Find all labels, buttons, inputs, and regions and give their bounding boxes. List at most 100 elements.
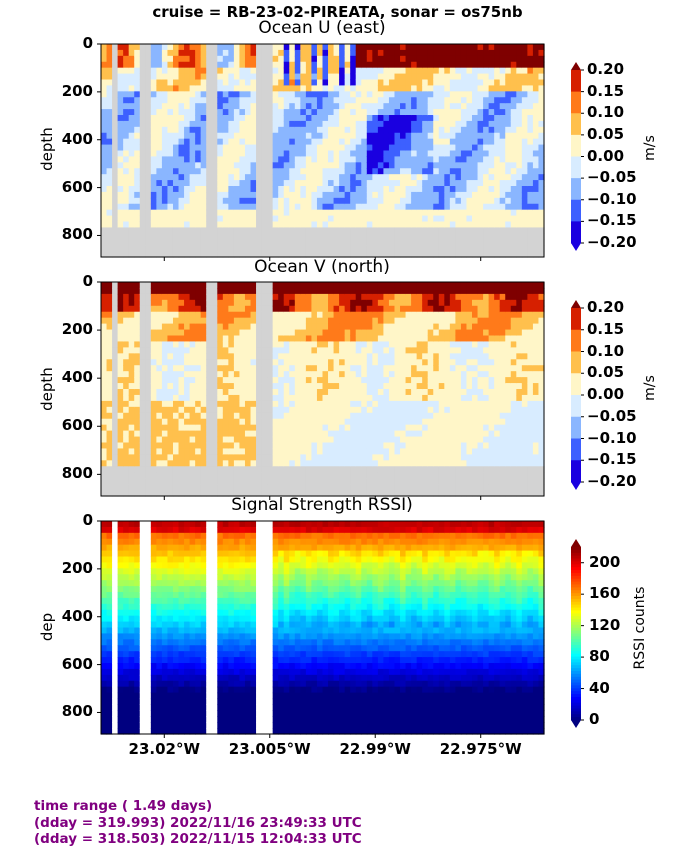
heatmap-cell xyxy=(377,55,385,63)
heatmap-cell xyxy=(244,209,252,217)
heatmap-cell xyxy=(267,67,274,75)
heatmap-cell xyxy=(156,454,163,461)
heatmap-cell xyxy=(322,162,329,169)
heatmap-cell xyxy=(328,400,335,408)
heatmap-cell xyxy=(150,389,157,396)
heatmap-cell xyxy=(355,341,362,348)
heatmap-cell xyxy=(532,180,540,187)
heatmap-cell xyxy=(494,144,501,152)
heatmap-cell xyxy=(101,472,108,479)
heatmap-cell xyxy=(388,323,396,331)
heatmap-cell xyxy=(300,168,307,175)
heatmap-cell xyxy=(483,85,490,92)
heatmap-cell xyxy=(328,191,335,199)
heatmap-cell xyxy=(150,85,157,92)
heatmap-cell xyxy=(438,233,445,240)
heatmap-cell xyxy=(189,347,196,354)
heatmap-cell xyxy=(156,329,163,337)
heatmap-cell xyxy=(538,85,545,92)
heatmap-cell xyxy=(328,245,335,252)
heatmap-cell xyxy=(394,460,401,467)
heatmap-cell xyxy=(333,353,340,360)
heatmap-cell xyxy=(388,460,396,467)
heatmap-cell xyxy=(278,454,285,461)
heatmap-cell xyxy=(150,103,157,110)
heatmap-cell xyxy=(156,293,163,301)
heatmap-cell xyxy=(449,103,456,110)
heatmap-cell xyxy=(134,317,141,325)
heatmap-cell xyxy=(117,448,124,455)
heatmap-cell xyxy=(355,79,362,87)
heatmap-cell xyxy=(449,251,456,258)
heatmap-cell xyxy=(311,245,318,252)
heatmap-cell xyxy=(394,365,401,372)
heatmap-cell xyxy=(527,245,534,252)
heatmap-cell xyxy=(311,126,318,134)
heatmap-cell xyxy=(383,424,390,432)
heatmap-cell xyxy=(472,174,479,181)
heatmap-cell xyxy=(377,85,385,92)
heatmap-cell xyxy=(322,394,329,402)
heatmap-cell xyxy=(488,97,495,104)
heatmap-cell xyxy=(283,67,290,75)
heatmap-cell xyxy=(289,484,296,491)
heatmap-cell xyxy=(388,126,396,134)
heatmap-cell xyxy=(488,115,495,122)
heatmap-cell xyxy=(112,150,119,158)
heatmap-cell xyxy=(521,109,528,116)
heatmap-cell xyxy=(516,150,523,158)
heatmap-cell xyxy=(377,191,385,199)
heatmap-cell xyxy=(516,120,523,128)
heatmap-cell xyxy=(400,317,407,325)
heatmap-cell xyxy=(139,162,146,169)
heatmap-cell xyxy=(400,73,407,81)
heatmap-cell xyxy=(394,412,401,420)
heatmap-cell xyxy=(344,484,351,491)
heatmap-cell xyxy=(145,186,152,193)
heatmap-cell xyxy=(294,109,301,116)
heatmap-cell xyxy=(377,305,385,313)
heatmap-cell xyxy=(244,227,252,234)
heatmap-u xyxy=(101,44,545,258)
heatmap-cell xyxy=(411,299,418,307)
heatmap-cell xyxy=(128,430,135,438)
heatmap-cell xyxy=(128,239,135,246)
heatmap-cell xyxy=(161,91,169,98)
heatmap-cell xyxy=(538,227,545,234)
heatmap-cell xyxy=(211,227,218,234)
heatmap-cell xyxy=(488,186,495,193)
heatmap-cell xyxy=(139,180,146,187)
heatmap-cell xyxy=(499,168,506,175)
heatmap-cell xyxy=(261,430,268,438)
heatmap-cell xyxy=(228,168,235,175)
heatmap-cell xyxy=(128,472,135,479)
heatmap-cell xyxy=(278,85,285,92)
heatmap-cell xyxy=(300,115,307,122)
heatmap-cell xyxy=(117,174,124,181)
heatmap-cell xyxy=(112,305,119,313)
heatmap-cell xyxy=(455,251,462,258)
heatmap-cell xyxy=(239,454,246,461)
heatmap-cell xyxy=(416,227,423,234)
heatmap-cell xyxy=(145,383,152,390)
heatmap-cell xyxy=(339,400,346,408)
heatmap-cell xyxy=(233,341,241,348)
heatmap-cell xyxy=(184,44,191,51)
heatmap-cell xyxy=(344,287,351,295)
heatmap-cell xyxy=(206,436,213,444)
heatmap-cell xyxy=(261,335,268,343)
heatmap-cell xyxy=(261,191,268,199)
heatmap-cell xyxy=(472,49,479,57)
heatmap-cell xyxy=(433,49,440,57)
heatmap-cell xyxy=(311,335,318,343)
heatmap-cell xyxy=(366,430,373,438)
heatmap-cell xyxy=(361,61,368,69)
heatmap-cell xyxy=(289,282,296,289)
heatmap-cell xyxy=(339,335,346,343)
heatmap-cell xyxy=(167,186,174,193)
heatmap-cell xyxy=(361,490,368,497)
heatmap-cell xyxy=(250,186,257,193)
heatmap-cell xyxy=(516,162,523,169)
heatmap-cell xyxy=(316,430,324,438)
heatmap-cell xyxy=(117,400,124,408)
